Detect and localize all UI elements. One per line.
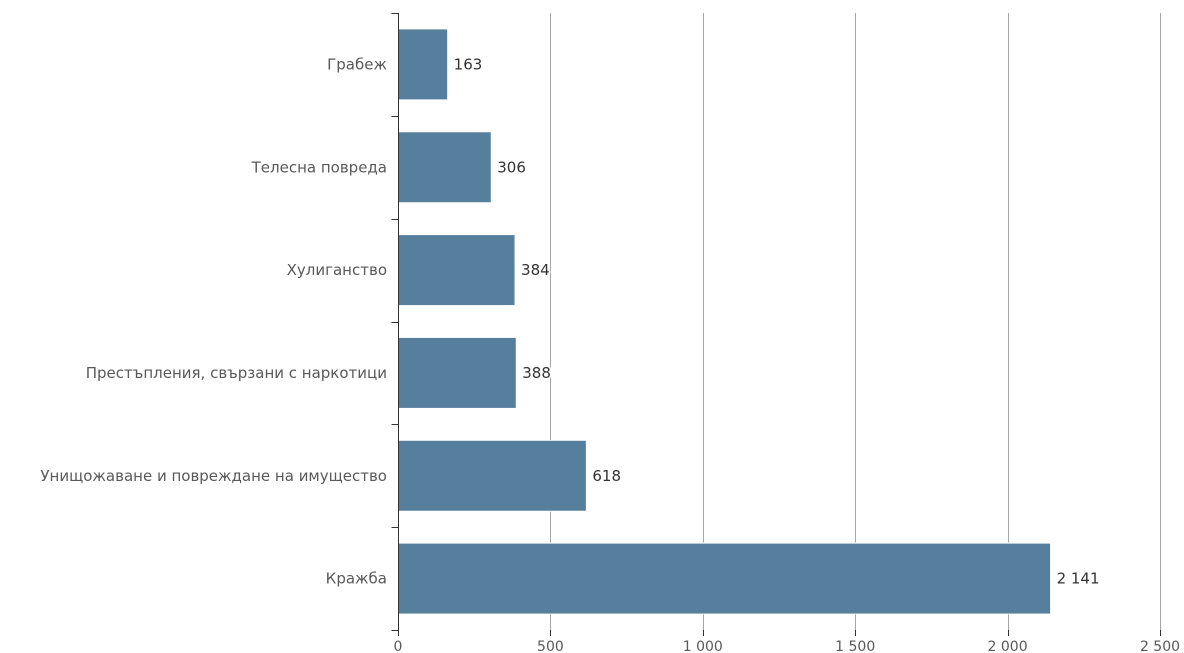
category-label: Грабеж <box>327 55 387 73</box>
bar <box>397 234 516 307</box>
bar <box>397 131 492 204</box>
x-tick-label: 0 <box>394 639 403 653</box>
data-label: 618 <box>592 467 621 485</box>
data-label: 2 141 <box>1057 570 1100 588</box>
data-label: 163 <box>454 55 483 73</box>
x-tick-label: 2 500 <box>1140 639 1180 653</box>
x-tick-label: 1 500 <box>835 639 875 653</box>
x-tick-label: 1 000 <box>683 639 723 653</box>
category-label: Унищожаване и повреждане на имущество <box>40 467 387 485</box>
gridlines <box>550 13 1161 630</box>
bar <box>397 439 587 512</box>
category-labels: Грабеж Телесна повреда Хулиганство Престъпл… <box>40 55 387 587</box>
x-tick-label: 2 000 <box>988 639 1028 653</box>
x-tick-labels: 0 500 1 000 1 500 2 000 2 500 <box>394 639 1181 653</box>
data-label: 388 <box>522 364 551 382</box>
data-label: 306 <box>497 158 526 176</box>
category-label: Престъпления, свързани с наркотици <box>86 364 387 382</box>
bar <box>397 28 449 101</box>
bars <box>397 28 1052 615</box>
category-label: Хулиганство <box>287 261 387 279</box>
bar <box>397 542 1052 615</box>
x-tick-label: 500 <box>537 639 564 653</box>
data-labels: 163 306 384 388 618 2 141 <box>452 54 1101 589</box>
data-label: 384 <box>521 261 550 279</box>
bar <box>397 336 517 409</box>
category-label: Телесна повреда <box>251 158 387 176</box>
axes <box>391 13 1161 636</box>
category-label: Кражба <box>326 570 387 588</box>
